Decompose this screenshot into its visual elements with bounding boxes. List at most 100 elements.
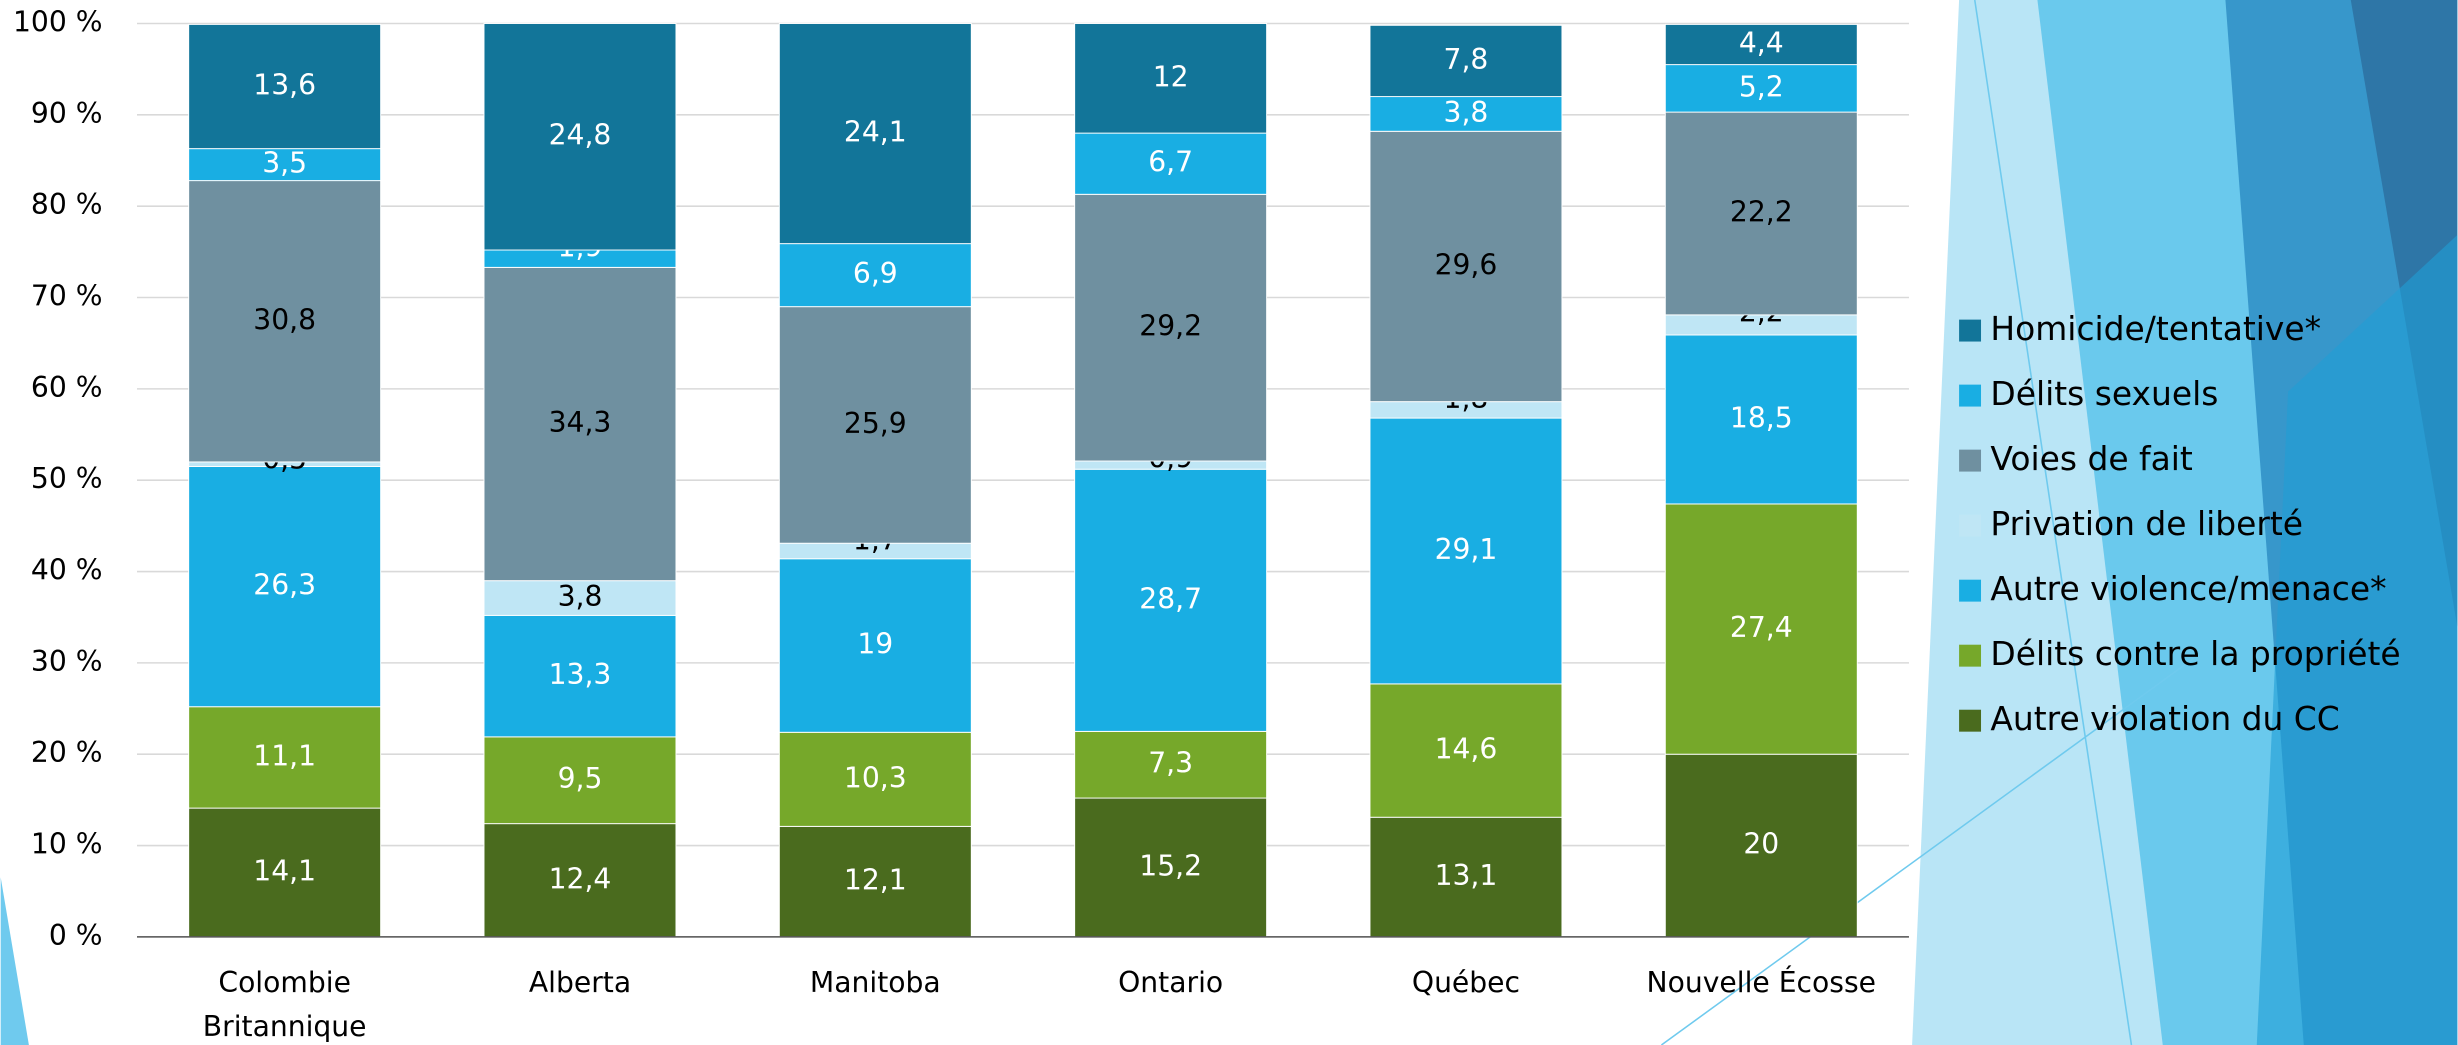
bar-segment <box>1664 111 1858 316</box>
data-label: 3,8 <box>1444 96 1489 129</box>
y-tick-label: 20 % <box>31 736 103 769</box>
legend-label: Autre violation du CC <box>1990 699 2339 738</box>
bar-segment <box>778 731 972 827</box>
legend-swatch <box>1959 449 1982 472</box>
x-tick-label: Colombie Britannique <box>203 966 367 1043</box>
data-label: 18,5 <box>1730 401 1793 434</box>
y-tick-label: 70 % <box>31 280 103 313</box>
x-tick-label: Alberta <box>529 966 631 999</box>
bar-segment <box>1664 334 1858 505</box>
y-tick-label: 60 % <box>31 371 103 404</box>
bar-segment <box>1074 797 1268 938</box>
label-line: Colombie <box>218 966 351 999</box>
data-label: 29,2 <box>1139 310 1202 343</box>
bar-segment <box>778 306 972 544</box>
bar-segment <box>1369 417 1563 685</box>
bar-segment <box>1664 753 1858 938</box>
x-tick-label: Québec <box>1412 966 1520 999</box>
bar-segment <box>778 825 972 938</box>
data-label: 14,6 <box>1435 733 1498 766</box>
data-label: 3,8 <box>558 580 603 613</box>
data-label: 14,1 <box>253 855 316 888</box>
bar-segment <box>188 23 382 150</box>
y-tick-label: 80 % <box>31 188 103 221</box>
data-label: 34,3 <box>549 406 612 439</box>
data-label: 27,4 <box>1730 611 1793 644</box>
x-tick-label: Ontario <box>1118 966 1223 999</box>
data-label: 13,3 <box>549 658 612 691</box>
data-label: 11,1 <box>253 739 316 772</box>
legend-swatch <box>1959 514 1982 537</box>
legend-label: Délits contre la propriété <box>1990 634 2400 673</box>
bar-segment <box>1074 730 1268 799</box>
data-label: 13,1 <box>1435 859 1498 892</box>
bar-segment <box>1074 193 1268 462</box>
y-tick-label: 30 % <box>31 645 103 678</box>
bar-segment <box>1664 64 1858 113</box>
bar-segment <box>1369 683 1563 818</box>
x-tick-label: Manitoba <box>810 966 941 999</box>
data-label: 19 <box>857 628 893 661</box>
legend-swatch <box>1959 579 1982 602</box>
bar-segment <box>188 706 382 809</box>
y-tick-label: 90 % <box>31 97 103 130</box>
bar-segment <box>778 558 972 733</box>
data-label: 12 <box>1153 60 1189 93</box>
legend-label: Autre violence/menace* <box>1990 569 2386 608</box>
data-label: 7,8 <box>1444 43 1489 76</box>
data-label: 12,4 <box>549 862 612 895</box>
data-label: 24,8 <box>549 119 612 152</box>
data-label: 24,1 <box>844 116 907 149</box>
data-label: 13,6 <box>253 69 316 102</box>
data-label: 29,1 <box>1435 533 1498 566</box>
data-label: 6,7 <box>1148 146 1193 179</box>
bar-segment <box>1664 23 1858 66</box>
legend-label: Homicide/tentative* <box>1990 309 2321 348</box>
legend-swatch <box>1959 319 1982 342</box>
legend-label: Voies de fait <box>1990 439 2192 478</box>
legend-label: Délits sexuels <box>1990 374 2218 413</box>
bar-segment <box>1369 24 1563 98</box>
bar-segment <box>483 823 677 938</box>
y-tick-label: 100 % <box>13 6 103 39</box>
bar-segment <box>1074 468 1268 732</box>
y-tick-label: 10 % <box>31 828 103 861</box>
bar-segment <box>483 580 677 616</box>
y-tick-label: 50 % <box>31 462 103 495</box>
legend-swatch <box>1959 644 1982 667</box>
bar-segment <box>483 614 677 738</box>
data-label: 7,3 <box>1148 747 1193 780</box>
data-label: 3,5 <box>262 147 307 180</box>
data-label: 30,8 <box>253 303 316 336</box>
legend-label: Privation de liberté <box>1990 504 2303 543</box>
data-label: 22,2 <box>1730 195 1793 228</box>
y-tick-label: 0 % <box>49 919 103 952</box>
data-label: 20 <box>1743 828 1779 861</box>
bar-segment <box>483 23 677 251</box>
legend-swatch <box>1959 709 1982 732</box>
legend-swatch <box>1959 384 1982 407</box>
data-label: 5,2 <box>1739 70 1784 103</box>
bar-segment <box>1074 132 1268 195</box>
bar-segment <box>188 466 382 708</box>
data-label: 12,1 <box>844 864 907 897</box>
bar-segment <box>778 23 972 245</box>
bar-segment <box>1369 130 1563 403</box>
bar-segment <box>188 807 382 938</box>
bar-segment <box>778 243 972 308</box>
data-label: 4,4 <box>1739 27 1784 60</box>
data-label: 28,7 <box>1139 582 1202 615</box>
bar-segment <box>188 180 382 463</box>
data-label: 26,3 <box>253 569 316 602</box>
data-label: 9,5 <box>558 762 603 795</box>
bar-segment <box>1369 96 1563 132</box>
data-label: 10,3 <box>844 761 907 794</box>
bar-segment <box>1074 23 1268 134</box>
bar-segment <box>483 736 677 825</box>
data-label: 29,6 <box>1435 248 1498 281</box>
data-label: 25,9 <box>844 407 907 440</box>
bar-segment <box>188 148 382 182</box>
x-tick-label: Nouvelle Écosse <box>1647 965 1876 999</box>
